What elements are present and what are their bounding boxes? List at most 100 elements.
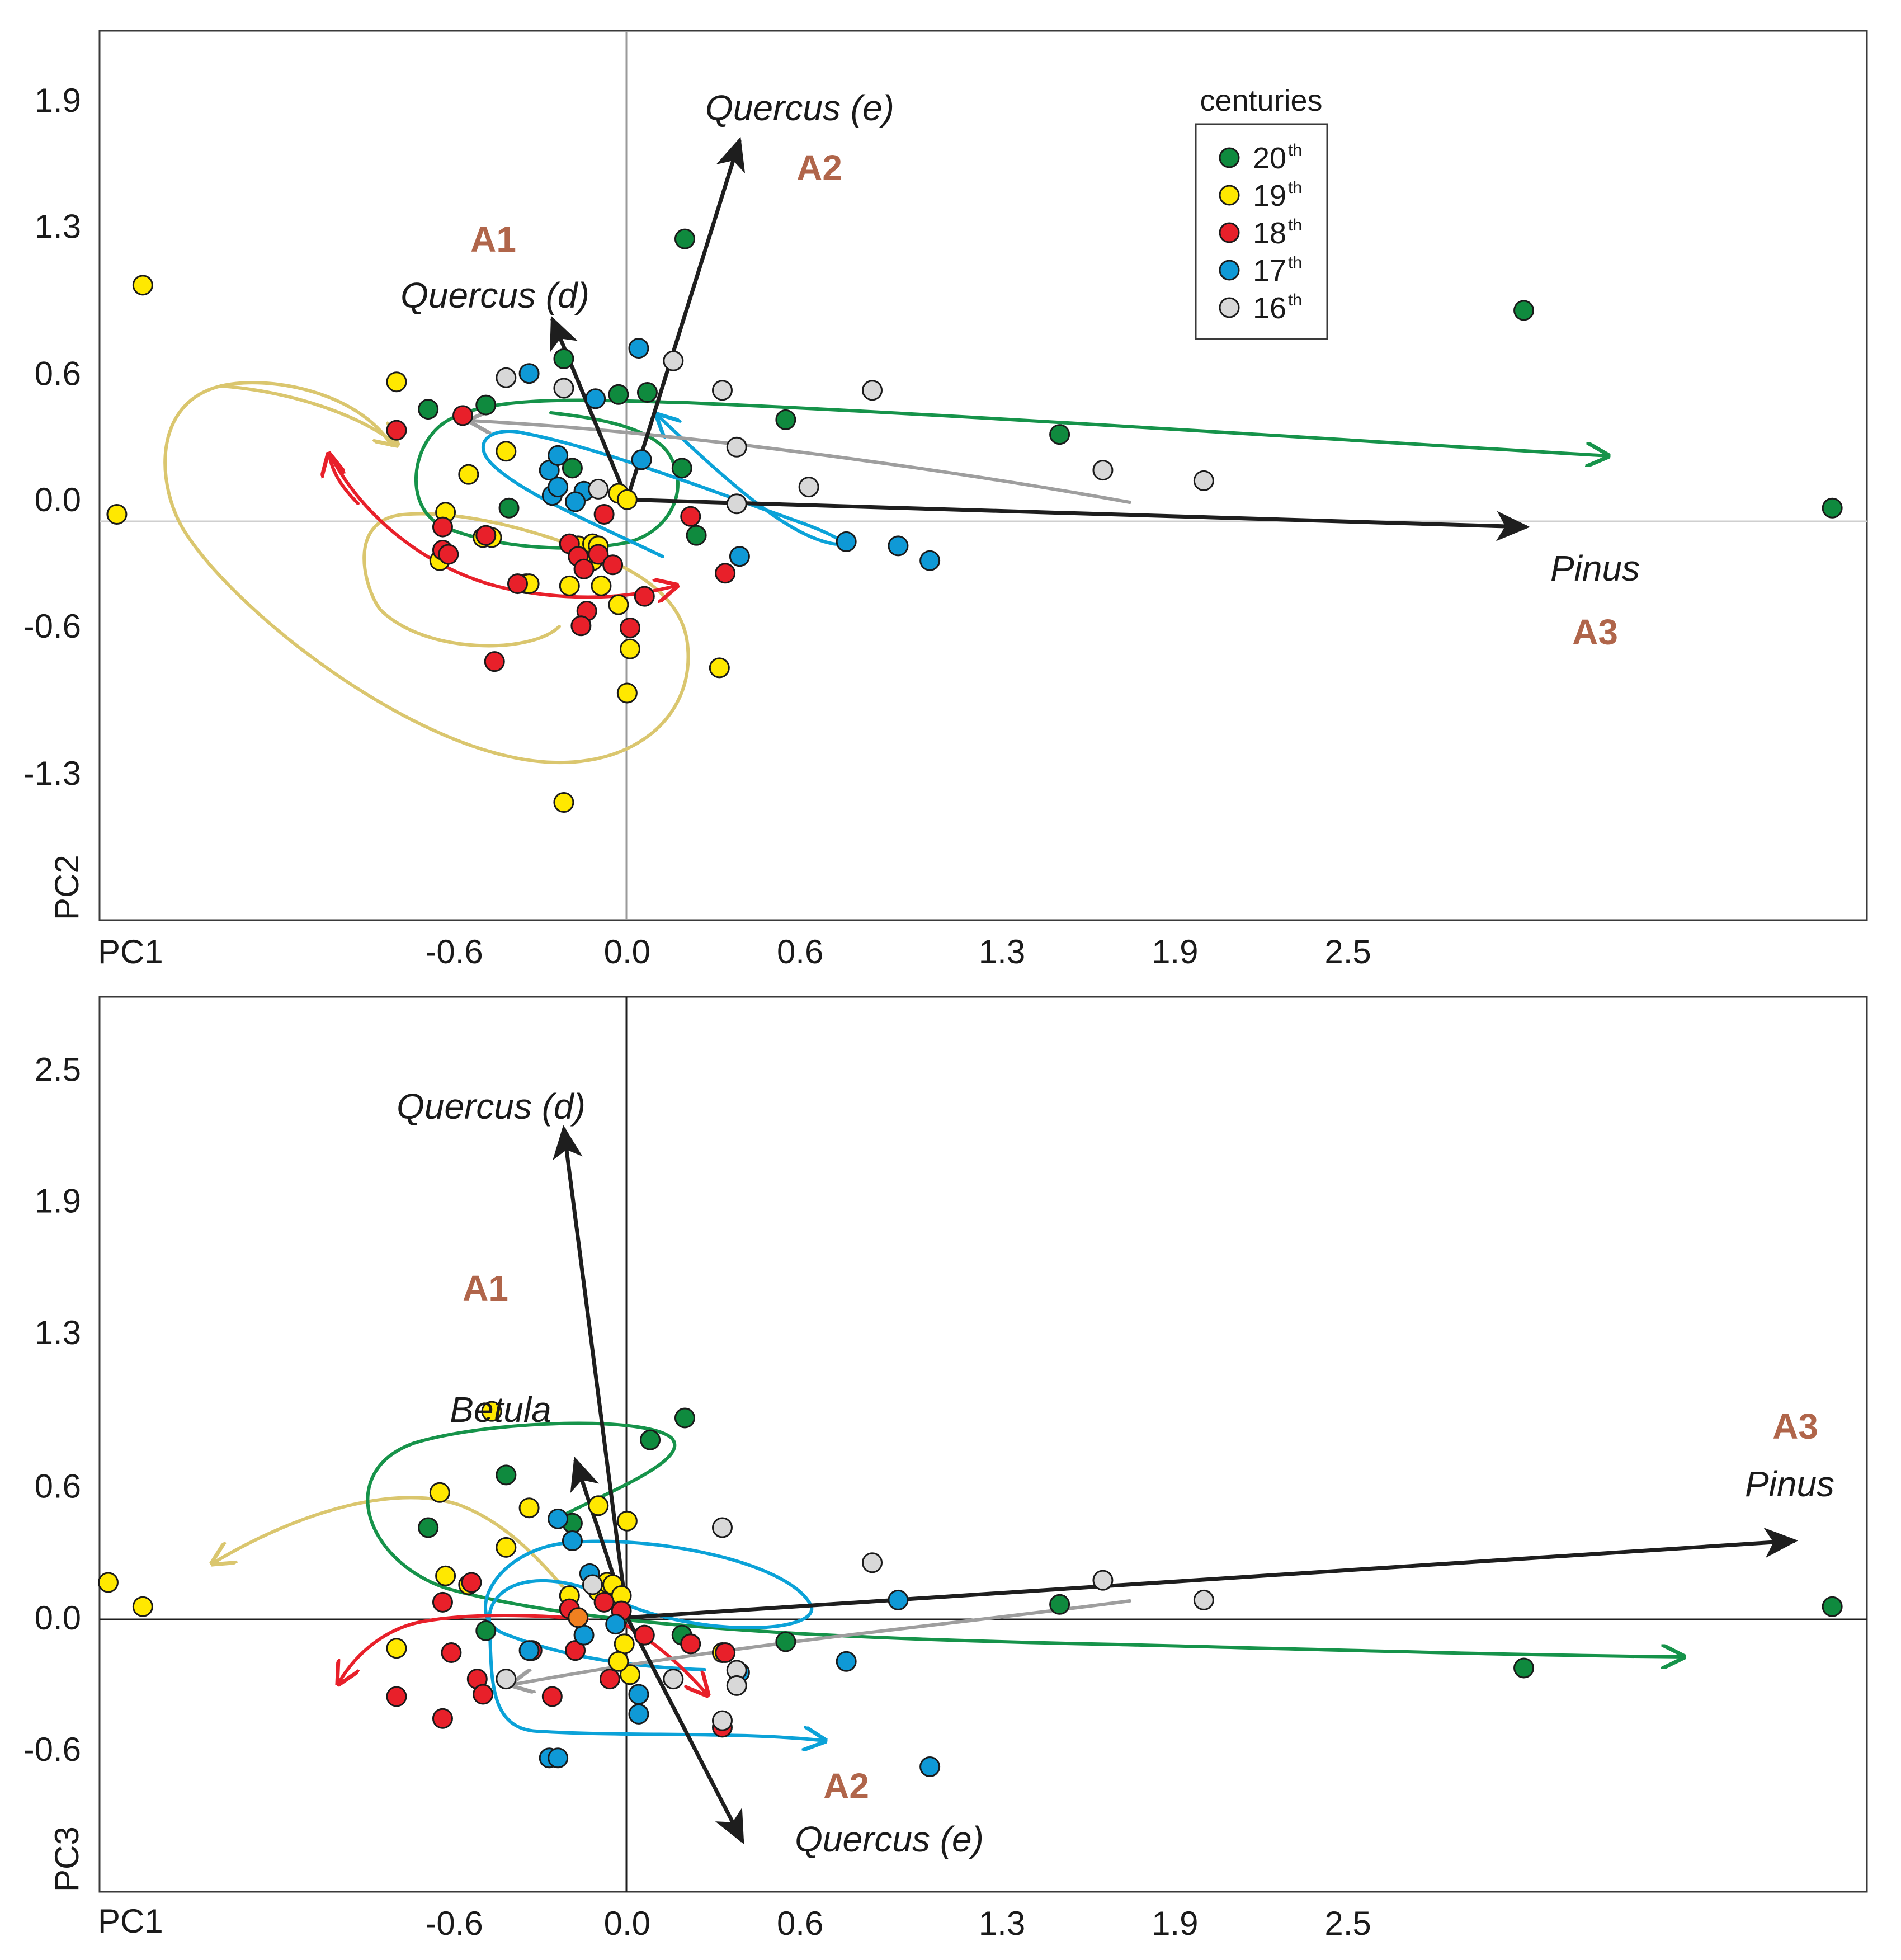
x-tick-label: 1.9 [1152, 933, 1198, 970]
data-point-18th [386, 420, 407, 441]
y-tick-label: 0.0 [35, 1599, 81, 1637]
data-point-17th [518, 1640, 540, 1661]
legend-box [1195, 123, 1328, 340]
data-point-18th [484, 651, 505, 672]
data-point-20th [418, 399, 439, 420]
data-point-17th [548, 445, 569, 466]
bottom-panel-pc1-pc3: -0.6 0.0 0.6 1.3 1.9 2.5 2.51.91.30.60.0-0.6 … [23, 996, 1868, 1942]
data-point-16th [862, 380, 883, 401]
data-point-19th [591, 575, 612, 596]
data-point-20th [1049, 424, 1070, 445]
data-point-20th [498, 497, 520, 519]
data-point-18th [386, 1686, 407, 1707]
loading-vector-quercus-e [625, 136, 746, 501]
trajectory-16th-bottom [512, 1599, 1131, 1685]
data-point-20th [553, 348, 574, 369]
x-tick-label: 1.3 [979, 1905, 1025, 1942]
loading-vector-pinus [627, 1528, 1799, 1620]
data-point-20th [686, 525, 707, 546]
data-points-top [106, 228, 1843, 813]
vector-label-pinus-top: Pinus [1550, 548, 1640, 588]
legend-marker-19 [1219, 185, 1240, 206]
trajectory-17th-bottom [484, 1539, 825, 1741]
data-point-20th [562, 458, 583, 479]
data-point-18th [602, 554, 624, 576]
x-tick-label: 0.6 [777, 1905, 823, 1942]
data-point-18th [565, 1640, 586, 1661]
data-point-16th [1193, 1589, 1214, 1610]
data-point-19th [518, 1497, 540, 1519]
data-point-20th [1513, 1657, 1535, 1679]
data-point-19th [614, 1633, 635, 1655]
data-point-16th [1092, 1570, 1114, 1591]
legend-label-18: 18 [1253, 216, 1286, 250]
plot-frame-top [98, 30, 1868, 921]
vector-label-quercus-d-top: Quercus (d) [400, 275, 589, 315]
data-point-19th [386, 371, 407, 393]
trajectories-bottom [213, 1421, 1683, 1741]
data-point-19th [616, 682, 638, 704]
data-point-18th [475, 525, 497, 546]
legend-marker-16 [1219, 297, 1240, 318]
x-tick-label: -0.6 [425, 1905, 483, 1942]
data-point-17th [729, 546, 750, 567]
data-point-17th [888, 535, 909, 557]
group-label-a1-bottom: A1 [463, 1268, 508, 1308]
legend-label-16: 16 [1253, 291, 1286, 325]
data-point-16th [862, 1552, 883, 1573]
legend-label-20: 20 [1253, 142, 1286, 175]
x-axis-label-top: PC1 [98, 933, 163, 970]
group-label-a2-bottom: A2 [823, 1766, 869, 1806]
data-point-19th [435, 1565, 456, 1586]
data-point-20th [1049, 1594, 1070, 1615]
data-point-20th [1822, 497, 1843, 519]
trajectory-18th-start [329, 454, 360, 505]
data-point-19th [588, 1495, 609, 1516]
y-tick-label: 0.0 [35, 481, 81, 519]
data-point-17th [836, 1651, 857, 1672]
data-point-16th [588, 478, 609, 500]
data-point-16th [1092, 460, 1114, 481]
top-panel-pc1-pc2: -0.6 0.0 0.6 1.3 1.9 2.5 1.9 1.3 0.6 0.0 -0.6 -1.3… [23, 30, 1868, 970]
data-point-16th [726, 1675, 747, 1696]
data-point-18th [588, 544, 609, 565]
data-point-20th [640, 1429, 661, 1450]
data-point-19th [559, 575, 580, 596]
data-point-20th [674, 1407, 695, 1429]
x-tick-label: 0.0 [604, 1905, 650, 1942]
data-point-16th [711, 380, 733, 401]
y-tick-labels-bottom: 2.5 1.9 1.3 0.6 0.0 -0.6 [23, 1050, 81, 1768]
x-tick-label: 2.5 [1324, 1905, 1371, 1942]
trajectory-20th-bottom [366, 1421, 1683, 1657]
data-point-20th [475, 394, 497, 416]
data-point-19th [616, 1510, 638, 1532]
data-point-16th [711, 1517, 733, 1538]
y-tick-label: 0.6 [35, 1468, 81, 1505]
plot-frame-bottom [98, 996, 1868, 1893]
group-label-a2-top: A2 [796, 148, 842, 188]
data-point-17th [919, 550, 941, 571]
legend-title: centuries [1200, 84, 1322, 117]
data-point-16th [726, 436, 747, 458]
y-tick-label: 1.3 [35, 208, 81, 246]
legend-label-19: 19 [1253, 179, 1286, 213]
x-axis-label-bottom: PC1 [98, 1902, 163, 1940]
data-point-18th [507, 573, 528, 595]
legend-label-sup: th [1288, 253, 1302, 272]
data-point-18th [473, 1684, 494, 1705]
data-point-18th [461, 1572, 482, 1593]
vector-label-quercus-e-bottom: Quercus (e) [795, 1819, 984, 1859]
data-point-17th [585, 388, 606, 409]
data-point-16th [1193, 470, 1214, 491]
y-tick-label: -0.6 [23, 1731, 81, 1768]
data-point-18th [634, 1624, 655, 1646]
data-point-19th [496, 441, 517, 462]
legend-marker-18 [1219, 222, 1240, 243]
data-point-17th [518, 363, 540, 384]
vector-label-quercus-d-bottom: Quercus (d) [397, 1086, 586, 1127]
data-point-17th [628, 338, 649, 359]
y-tick-label: 1.9 [35, 82, 81, 119]
data-point-18th [715, 1642, 736, 1664]
data-point-17th [573, 1624, 595, 1646]
data-point-19th [132, 1596, 153, 1617]
